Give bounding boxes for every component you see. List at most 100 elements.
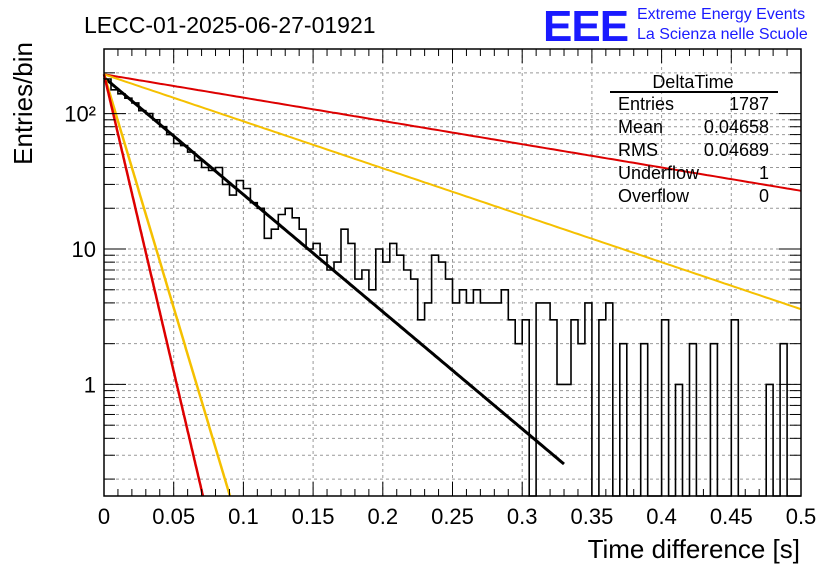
histogram-bin	[209, 171, 216, 497]
y-tick-label: 10	[72, 237, 96, 262]
histogram-bin	[320, 255, 327, 496]
histogram-bin	[313, 243, 320, 496]
axis-ticks	[103, 48, 802, 496]
histogram-bin	[536, 303, 543, 496]
histogram-bin	[780, 344, 787, 496]
histogram-bin	[446, 279, 453, 496]
stats-label-overflow: Overflow	[618, 186, 690, 206]
histogram-outline	[104, 78, 801, 497]
histogram-bin	[104, 79, 111, 496]
histogram-bin	[564, 384, 571, 496]
histogram-bin	[195, 161, 202, 496]
curve-group	[102, 73, 802, 497]
histogram-bin	[285, 208, 292, 496]
stats-box: DeltaTime Entries 1787 Mean 0.04658 RMS …	[610, 72, 778, 206]
histogram-bin	[599, 320, 606, 496]
x-tick-label: 0.1	[228, 504, 259, 529]
histogram-bin	[257, 208, 264, 496]
histogram-bin	[515, 344, 522, 496]
histogram-bin	[376, 249, 383, 496]
histogram-bin	[557, 384, 564, 496]
histogram-group	[104, 78, 801, 497]
tick-labels: 0 0.05 0.1 0.15 0.2 0.25 0.3 0.35 0.4 0.45 0.51101…	[64, 102, 816, 529]
histogram-bin	[418, 320, 425, 496]
run-title: LECC-01-2025-06-27-01921	[84, 12, 376, 38]
histogram-bin	[369, 290, 376, 496]
histogram-bin	[453, 303, 460, 496]
stats-value-overflow: 0	[759, 186, 769, 206]
y-tick-label: 1	[84, 372, 96, 397]
y-axis-title: Entries/bin	[8, 42, 38, 165]
histogram-bin	[383, 262, 390, 496]
stats-title: DeltaTime	[652, 72, 733, 92]
x-tick-label: 0.2	[368, 504, 399, 529]
stats-value-mean: 0.04658	[704, 117, 769, 137]
histogram-bin	[306, 249, 313, 496]
eee-logo: EEE	[543, 2, 628, 51]
histogram-bin	[494, 303, 501, 496]
curve-red-fast	[102, 73, 205, 497]
histogram-bin	[167, 135, 174, 496]
stats-label-underflow: Underflow	[618, 163, 700, 183]
histogram-bin	[174, 144, 181, 496]
histogram-bin	[230, 195, 237, 496]
histogram-bin	[355, 279, 362, 496]
x-tick-label: 0.15	[292, 504, 335, 529]
histogram-bin	[522, 320, 529, 496]
histogram-bin	[487, 303, 494, 496]
histogram-bin	[202, 168, 209, 497]
curve-orange-slow	[103, 73, 802, 311]
histogram-bin	[676, 384, 683, 496]
histogram-bin	[585, 303, 592, 496]
histogram-bin	[334, 262, 341, 496]
histogram-bin	[397, 255, 404, 496]
histogram-bin	[480, 303, 487, 496]
x-tick-label: 0.25	[431, 504, 474, 529]
histogram-bin	[460, 290, 467, 496]
histogram-bin	[425, 303, 432, 496]
histogram-bin	[543, 303, 550, 496]
x-tick-label: 0	[98, 504, 110, 529]
histogram-bin	[125, 98, 132, 496]
histogram-bin	[620, 344, 627, 496]
histogram-bin	[606, 303, 613, 496]
stats-label-mean: Mean	[618, 117, 663, 137]
x-tick-label: 0.5	[786, 504, 817, 529]
histogram-bin	[188, 152, 195, 496]
histogram-bin	[690, 344, 697, 496]
histogram-bin	[278, 215, 285, 497]
histogram-bin	[710, 344, 717, 496]
histogram-bin	[292, 218, 299, 496]
histogram-bin	[362, 270, 369, 496]
histogram-bin	[132, 103, 139, 496]
histogram-bin	[508, 320, 515, 496]
histogram-bin	[390, 243, 397, 496]
histogram-bin	[118, 94, 125, 496]
histogram-bin	[404, 270, 411, 496]
brand-line-1: Extreme Energy Events	[637, 6, 805, 23]
histogram-bin	[250, 203, 257, 496]
y-tick-label: 10²	[64, 102, 96, 127]
histogram-bin	[578, 344, 585, 496]
x-tick-label: 0.45	[710, 504, 753, 529]
stats-label-rms: RMS	[618, 140, 658, 160]
histogram-bin	[139, 111, 146, 496]
curve-orange-fast	[102, 73, 232, 497]
histogram-bin	[766, 384, 773, 496]
stats-value-rms: 0.04689	[704, 140, 769, 160]
curve-red-slow	[103, 73, 802, 192]
histogram-bin	[299, 229, 306, 496]
histogram-bin	[432, 255, 439, 496]
histogram-bin	[327, 270, 334, 496]
histogram-bin	[571, 320, 578, 496]
stats-value-underflow: 1	[759, 163, 769, 183]
histogram-bin	[243, 189, 250, 497]
histogram-bin	[271, 229, 278, 496]
histogram-bin	[160, 127, 167, 496]
x-tick-label: 0.3	[507, 504, 538, 529]
x-tick-label: 0.35	[570, 504, 613, 529]
histogram-bin	[411, 279, 418, 496]
histogram-bin	[236, 181, 243, 496]
brand-line-2: La Scienza nelle Scuole	[637, 26, 808, 43]
